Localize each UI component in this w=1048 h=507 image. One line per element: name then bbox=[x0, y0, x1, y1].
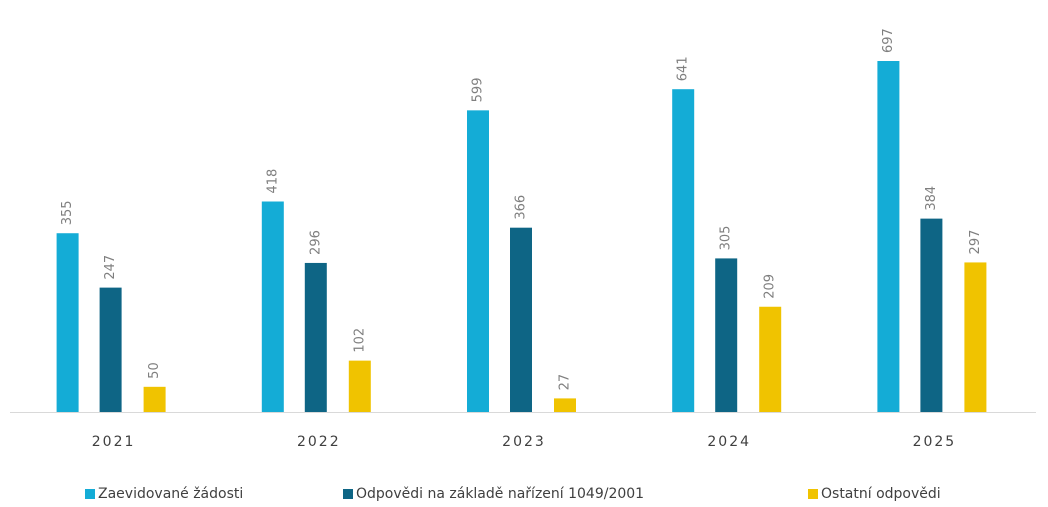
bar bbox=[759, 306, 782, 412]
bar bbox=[261, 201, 284, 412]
legend-label: Ostatní odpovědi bbox=[821, 486, 941, 502]
value-label: 50 bbox=[147, 362, 162, 379]
value-label: 697 bbox=[881, 28, 896, 53]
legend-label: Zaevidované žádosti bbox=[98, 486, 243, 502]
value-label: 305 bbox=[719, 226, 734, 251]
value-label: 102 bbox=[352, 328, 367, 353]
value-label: 384 bbox=[924, 186, 939, 211]
value-label: 209 bbox=[763, 274, 778, 299]
x-tick-label: 2022 bbox=[297, 434, 341, 450]
value-label: 366 bbox=[514, 195, 529, 220]
bar bbox=[672, 89, 695, 412]
x-tick-label: 2025 bbox=[913, 434, 957, 450]
bar bbox=[554, 398, 576, 412]
x-tick-label: 2021 bbox=[92, 434, 136, 450]
bar bbox=[348, 360, 371, 412]
legend-swatch bbox=[808, 489, 818, 499]
legend-swatch bbox=[85, 489, 95, 499]
value-label: 418 bbox=[265, 169, 280, 194]
bar bbox=[143, 386, 166, 412]
value-label: 297 bbox=[968, 230, 983, 255]
bar bbox=[467, 110, 489, 413]
x-tick-label: 2024 bbox=[707, 434, 751, 450]
value-label: 27 bbox=[558, 374, 573, 391]
bar bbox=[920, 218, 943, 412]
bar bbox=[877, 61, 900, 412]
bar bbox=[964, 262, 987, 412]
legend-swatch bbox=[343, 489, 353, 499]
bar bbox=[99, 287, 122, 412]
value-label: 296 bbox=[308, 230, 323, 255]
value-label: 599 bbox=[471, 78, 486, 103]
x-tick-label: 2023 bbox=[502, 434, 546, 450]
bar bbox=[510, 227, 532, 412]
bar bbox=[56, 233, 79, 412]
bar bbox=[715, 258, 738, 412]
value-label: 641 bbox=[676, 56, 691, 81]
value-label: 247 bbox=[103, 255, 118, 280]
bar bbox=[304, 262, 327, 412]
value-label: 355 bbox=[60, 200, 75, 225]
legend-label: Odpovědi na základě nařízení 1049/2001 bbox=[356, 486, 644, 502]
